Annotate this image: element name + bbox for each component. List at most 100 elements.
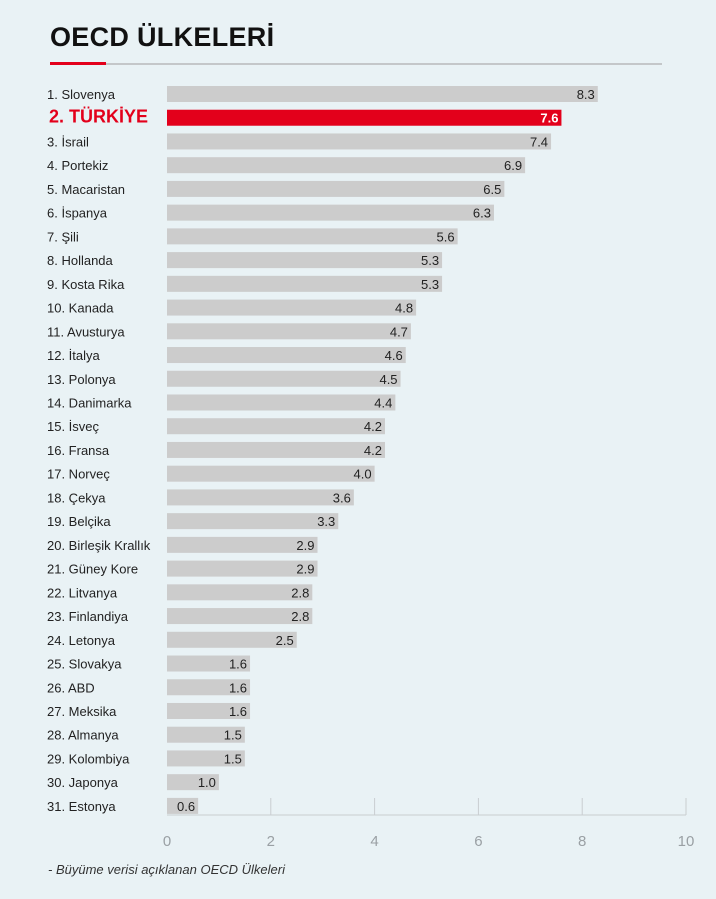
bar [167,275,443,292]
page-title: OECD ÜLKELERİ [50,22,275,52]
value-label: 2.8 [291,609,309,624]
bar [167,133,552,150]
value-label: 2.5 [276,633,294,648]
value-label: 1.5 [224,751,242,766]
bar [167,655,251,672]
value-label: 3.3 [317,514,335,529]
category-label: 20. Birleşik Krallık [47,538,151,553]
bar [167,370,401,387]
category-label: 14. Danimarka [47,395,132,410]
value-label: 7.6 [540,111,558,126]
category-label: 21. Güney Kore [47,562,138,577]
value-label: 6.3 [473,206,491,221]
bar [167,631,297,648]
value-label: 5.3 [421,253,439,268]
bar [167,394,396,411]
category-label: 12. İtalya [47,348,101,363]
value-label: 4.0 [354,467,372,482]
bar [167,418,385,435]
bar [167,536,318,553]
value-label: 4.7 [390,324,408,339]
category-label: 10. Kanada [47,301,114,316]
x-tick-label: 0 [163,833,171,850]
bar [167,726,245,743]
value-label: 5.6 [437,229,455,244]
category-label: 2. TÜRKİYE [49,107,148,127]
value-label: 6.9 [504,158,522,173]
bar [167,702,251,719]
title-underline-accent [50,62,106,65]
category-label: 25. Slovakya [47,657,122,672]
bar [167,465,375,482]
category-label: 22. Litvanya [47,585,118,600]
bar [167,228,458,245]
category-label: 26. ABD [47,680,95,695]
value-label: 2.9 [296,562,314,577]
category-label: 28. Almanya [47,728,119,743]
value-label: 4.6 [385,348,403,363]
category-label: 9. Kosta Rika [47,277,125,292]
bar [167,750,245,767]
value-label: 1.6 [229,680,247,695]
category-label: 24. Letonya [47,633,116,648]
bar [167,513,339,530]
footnote: - Büyüme verisi açıklanan OECD Ülkeleri [48,862,285,877]
x-tick-label: 2 [267,833,275,850]
category-label: 5. Macaristan [47,182,125,197]
category-label: 3. İsrail [47,134,89,149]
category-label: 8. Hollanda [47,253,114,268]
x-tick-label: 8 [578,833,586,850]
bar [167,157,526,174]
value-label: 4.4 [374,395,392,410]
category-label: 18. Çekya [47,490,106,505]
value-label: 1.6 [229,657,247,672]
value-label: 6.5 [483,182,501,197]
value-label: 4.2 [364,419,382,434]
bar [167,180,505,197]
category-label: 23. Finlandiya [47,609,129,624]
category-label: 7. Şili [47,229,79,244]
value-label: 3.6 [333,490,351,505]
title-underline-rule [106,63,662,65]
bar [167,560,318,577]
value-label: 2.8 [291,585,309,600]
category-label: 30. Japonya [47,775,119,790]
value-label: 4.2 [364,443,382,458]
category-label: 4. Portekiz [47,158,108,173]
value-label: 7.4 [530,134,548,149]
category-label: 19. Belçika [47,514,111,529]
category-label: 6. İspanya [47,206,108,221]
bar [167,489,354,506]
category-label: 1. Slovenya [47,87,116,102]
value-label: 1.0 [198,775,216,790]
value-label: 1.5 [224,728,242,743]
value-label: 0.6 [177,799,195,814]
category-label: 29. Kolombiya [47,751,130,766]
value-label: 4.8 [395,301,413,316]
value-label: 4.5 [379,372,397,387]
value-label: 5.3 [421,277,439,292]
category-label: 13. Polonya [47,372,116,387]
bar [167,252,443,269]
bar [167,323,411,340]
x-tick-label: 6 [474,833,482,850]
bar [167,204,494,221]
category-label: 31. Estonya [47,799,116,814]
category-label: 27. Meksika [47,704,117,719]
x-tick-label: 4 [370,833,378,850]
category-label: 16. Fransa [47,443,110,458]
x-tick-label: 10 [678,833,695,850]
bar [167,797,199,814]
value-label: 1.6 [229,704,247,719]
category-label: 15. İsveç [47,419,100,434]
bar [167,774,219,791]
bar [167,86,598,102]
category-label: 11. Avusturya [47,324,125,339]
value-label: 2.9 [296,538,314,553]
bar [167,299,417,316]
category-label: 17. Norveç [47,467,110,482]
bar [167,347,406,364]
bar [167,109,562,126]
bar [167,679,251,696]
